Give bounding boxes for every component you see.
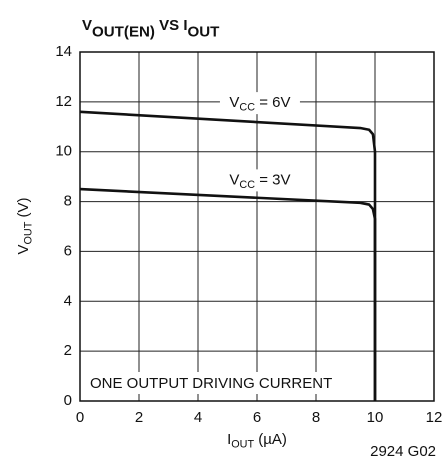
x-axis-label-part: (µA) (254, 431, 287, 448)
y-tick-label: 0 (64, 392, 72, 409)
y-tick-label: 4 (64, 292, 72, 309)
x-tick-label: 8 (312, 409, 320, 426)
x-tick-label: 10 (367, 409, 384, 426)
series-label-part: = 6V (255, 94, 290, 111)
x-axis-label-part: I (227, 431, 231, 448)
series-label-part: CC (239, 179, 255, 191)
series-label-bg (219, 169, 300, 192)
x-tick-label: 12 (426, 409, 443, 426)
y-tick-label: 6 (64, 242, 72, 259)
series-line (79, 110, 377, 401)
y-axis-label: VOUT (V) (15, 198, 34, 255)
y-axis-label-part: (V) (15, 198, 32, 222)
x-tick-label: 6 (253, 409, 261, 426)
chart-title-part: VS I (155, 17, 188, 34)
y-tick-label: 2 (64, 342, 72, 359)
series-label-bg (219, 92, 300, 115)
x-axis-label-part: OUT (231, 438, 254, 450)
x-tick-label: 0 (76, 409, 84, 426)
figure-id: 2924 G02 (370, 443, 436, 460)
chart-title-part: V (82, 17, 92, 34)
series-label: VCC = 6V (229, 94, 290, 113)
y-axis-label-part: OUT (22, 221, 34, 244)
chart-title-part: OUT(EN) (92, 23, 155, 40)
plot-frame (79, 51, 435, 402)
y-tick-label: 10 (55, 143, 72, 160)
annotation: ONE OUTPUT DRIVING CURRENT (90, 375, 332, 392)
y-tick-label: 12 (55, 93, 72, 110)
chart-title: VOUT(EN) VS IOUT (82, 17, 220, 40)
series-label: VCC = 3V (229, 171, 290, 190)
series-label-part: CC (239, 101, 255, 113)
y-axis-label-part: V (15, 244, 32, 254)
series-label-part: V (229, 94, 239, 111)
chart-title-part: OUT (187, 23, 220, 40)
x-tick-label: 4 (194, 409, 202, 426)
y-tick-label: 14 (55, 43, 72, 60)
x-axis-label: IOUT (µA) (227, 431, 287, 450)
series-line (79, 187, 377, 401)
x-tick-label: 2 (135, 409, 143, 426)
series-label-part: V (229, 171, 239, 188)
y-tick-label: 8 (64, 193, 72, 210)
series-label-part: = 3V (255, 171, 290, 188)
annotation-bg (86, 372, 346, 394)
